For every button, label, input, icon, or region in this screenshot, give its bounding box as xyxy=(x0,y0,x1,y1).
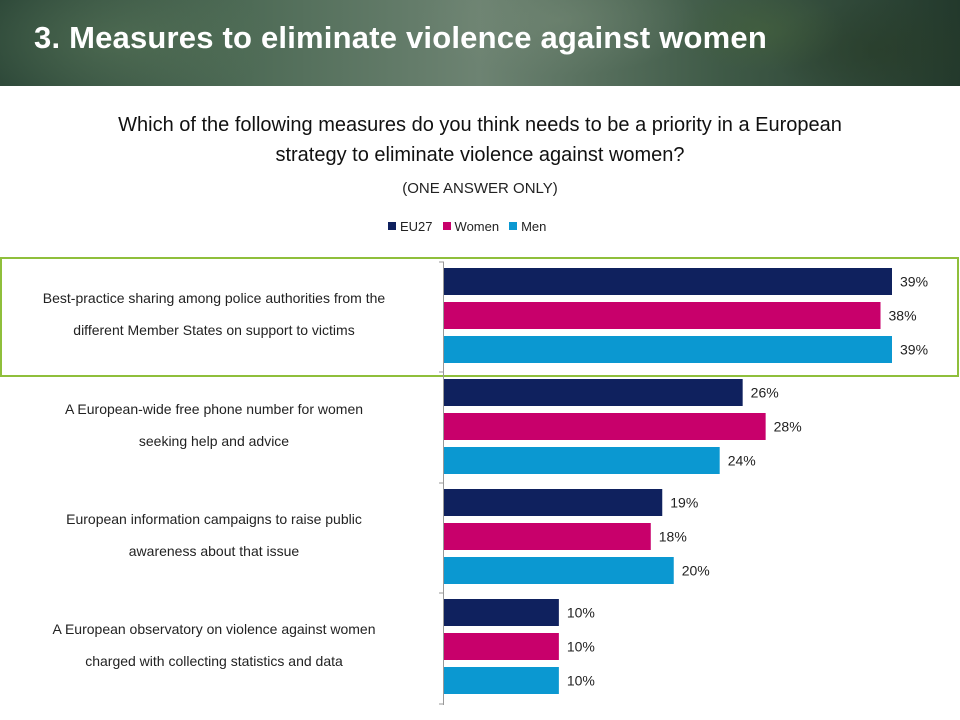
category-label: A European observatory on violence again… xyxy=(53,621,376,637)
legend-label-men: Men xyxy=(521,218,547,234)
answer-instruction: (ONE ANSWER ONLY) xyxy=(402,180,558,197)
highlight-box xyxy=(0,257,959,377)
bar-women xyxy=(444,302,881,329)
category-label: awareness about that issue xyxy=(129,543,300,559)
data-label: 10% xyxy=(567,605,595,621)
legend-swatch-women xyxy=(442,222,451,230)
category-label: charged with collecting statistics and d… xyxy=(85,653,343,669)
data-label: 20% xyxy=(682,563,710,579)
bar-men xyxy=(444,667,559,694)
data-label: 28% xyxy=(774,419,802,435)
category-label: European information campaigns to raise … xyxy=(66,511,362,527)
data-label: 10% xyxy=(567,639,595,655)
bar-women xyxy=(444,633,559,660)
legend-item-eu27: EU27 xyxy=(388,219,433,234)
bar-eu27 xyxy=(444,379,743,406)
title-banner: 3. Measures to eliminate violence agains… xyxy=(0,0,960,86)
category-label: different Member States on support to vi… xyxy=(73,322,354,338)
bar-men xyxy=(444,557,674,584)
chart-legend: EU27 Women Men xyxy=(388,218,556,234)
data-label: 10% xyxy=(567,673,595,689)
legend-label-women: Women xyxy=(454,218,500,234)
bar-men xyxy=(444,447,720,474)
data-label: 38% xyxy=(889,308,917,324)
legend-item-women: Women xyxy=(442,218,500,234)
bar-eu27 xyxy=(444,599,559,626)
data-label: 39% xyxy=(900,342,928,358)
category-label: seeking help and advice xyxy=(139,433,289,449)
data-label: 19% xyxy=(670,495,698,511)
legend-swatch-men xyxy=(509,222,518,230)
data-label: 18% xyxy=(659,529,687,545)
data-label: 24% xyxy=(728,453,756,469)
data-label: 39% xyxy=(900,274,928,290)
category-label: A European-wide free phone number for wo… xyxy=(65,401,363,417)
legend-swatch-eu27 xyxy=(388,222,396,230)
bar-men xyxy=(444,336,892,363)
bar-eu27 xyxy=(444,489,663,516)
bar-women xyxy=(444,413,766,440)
page-title: 3. Measures to eliminate violence agains… xyxy=(34,20,767,55)
bar-women xyxy=(444,523,651,550)
data-label: 26% xyxy=(751,385,779,401)
legend-label-eu27: EU27 xyxy=(400,218,433,234)
bar-eu27 xyxy=(444,268,892,295)
survey-question: Which of the following measures do you t… xyxy=(118,114,842,166)
legend-item-men: Men xyxy=(509,219,546,234)
category-label: Best-practice sharing among police autho… xyxy=(43,290,386,306)
